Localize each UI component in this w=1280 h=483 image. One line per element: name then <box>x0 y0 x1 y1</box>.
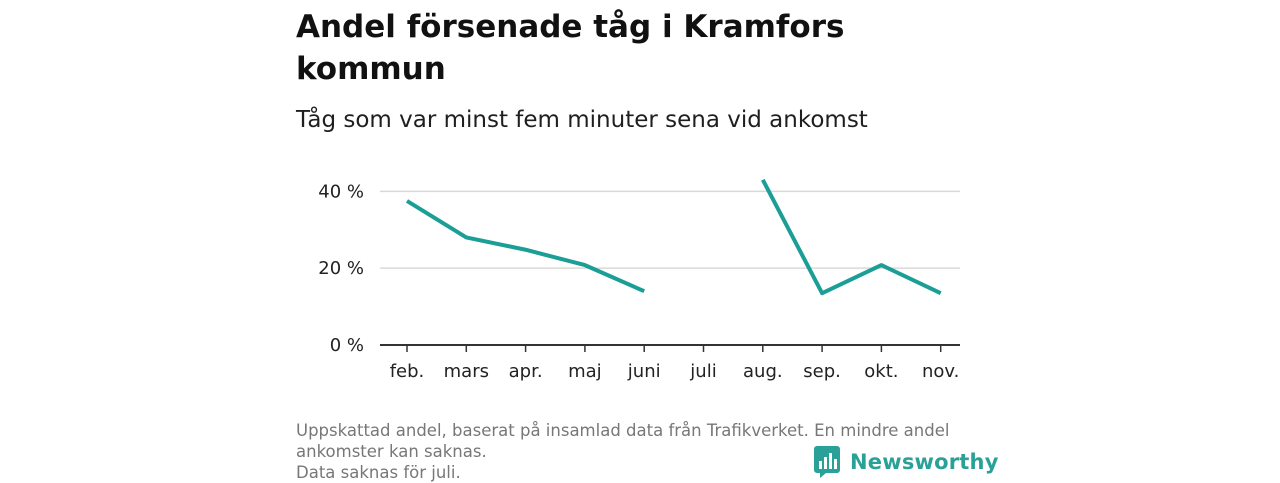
x-tick-label: feb. <box>390 361 425 382</box>
x-axis-tick-labels: feb. mars apr. maj juni juli aug. sep. okt. nov. <box>390 361 960 382</box>
chart-container: Andel försenade tåg i Kramfors kommun Tå… <box>296 0 998 483</box>
x-tick-label: juli <box>689 361 716 382</box>
x-tick-label: apr. <box>509 361 543 382</box>
brand-name: Newsworthy <box>850 450 999 474</box>
x-tick-label: maj <box>568 361 602 382</box>
chart-title: Andel försenade tåg i Kramfors kommun <box>296 9 845 87</box>
x-tick-label: juni <box>627 361 661 382</box>
x-tick-label: sep. <box>803 361 841 382</box>
newsworthy-logo-icon <box>814 446 840 478</box>
x-tick-label: mars <box>444 361 489 382</box>
line-chart: 0 % 20 % 40 % feb. mars apr. maj juni juli aug. s… <box>318 178 960 382</box>
x-tick-label: nov. <box>922 361 959 382</box>
y-tick-label: 0 % <box>330 335 364 356</box>
footnote: Uppskattad andel, baserat på insamlad da… <box>296 420 986 483</box>
series-line-segment <box>761 178 942 296</box>
x-tick-label: aug. <box>743 361 783 382</box>
x-tick-label: okt. <box>864 361 898 382</box>
chart-subtitle: Tåg som var minst fem minuter sena vid a… <box>296 107 868 133</box>
footnote-line-3: Data saknas för juli. <box>296 463 461 482</box>
y-tick-label: 40 % <box>318 181 364 202</box>
y-axis-tick-labels: 0 % 20 % 40 % <box>318 181 364 356</box>
series-line-segment <box>405 199 646 294</box>
footnote-line-2: ankomster kan saknas. <box>296 442 487 461</box>
grid-lines <box>380 190 960 269</box>
y-tick-label: 20 % <box>318 258 364 279</box>
x-axis <box>380 344 960 352</box>
data-series <box>405 178 942 296</box>
footnote-line-1: Uppskattad andel, baserat på insamlad da… <box>296 421 950 440</box>
brand-logo: Newsworthy <box>814 446 999 478</box>
